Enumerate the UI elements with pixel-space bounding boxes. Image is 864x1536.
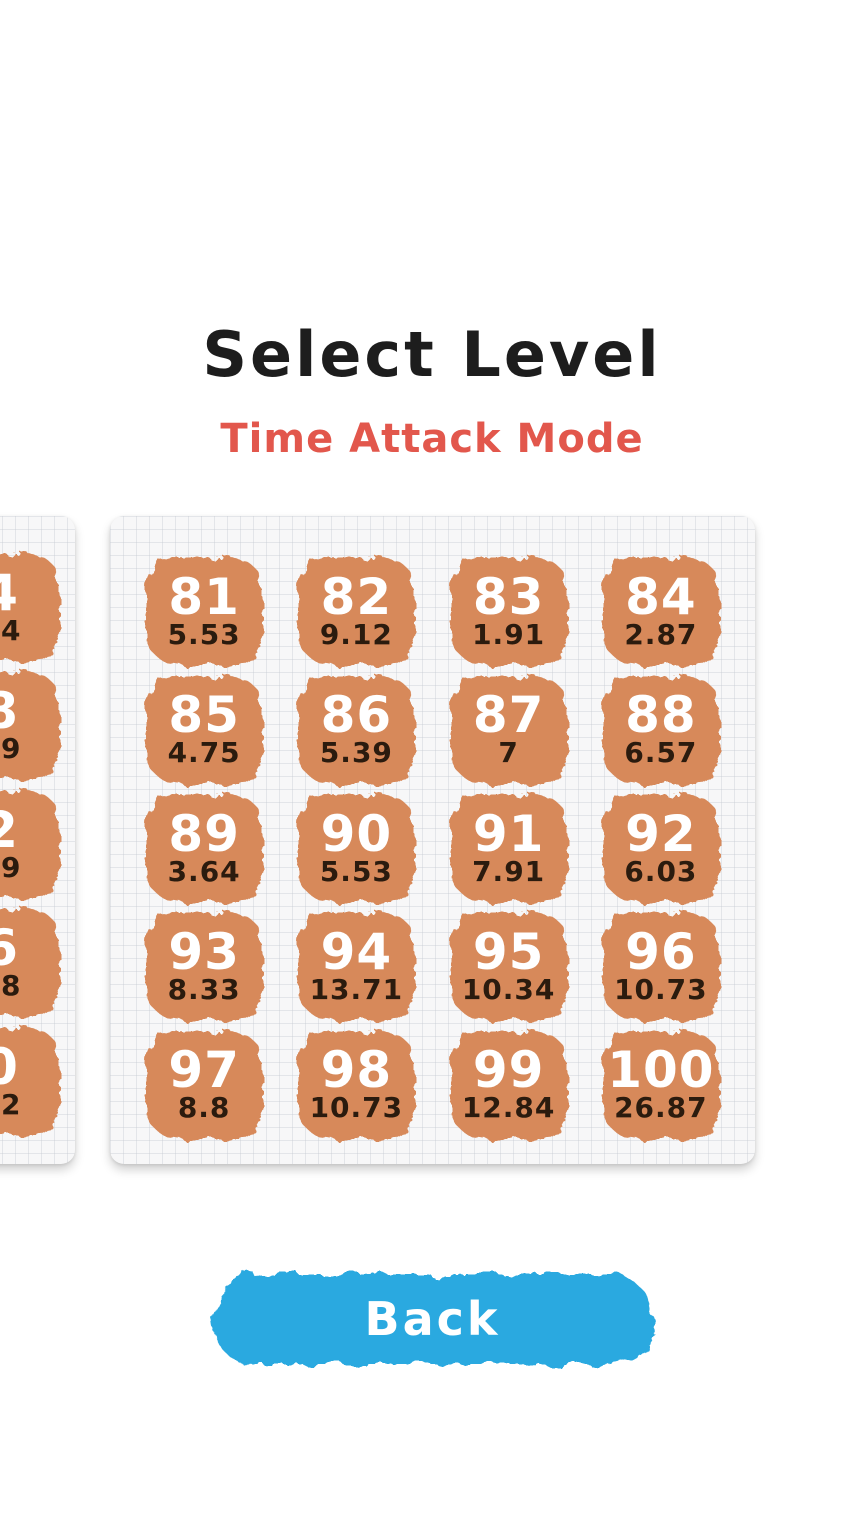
level-number: 87	[472, 686, 545, 745]
level-number: 2	[0, 800, 19, 859]
level-button[interactable]: 95 10.34	[450, 911, 568, 1021]
level-best-time: 5.39	[319, 736, 393, 770]
level-number: 82	[320, 567, 393, 626]
level-best-time: 49	[0, 850, 22, 884]
level-button[interactable]: 87 7	[450, 675, 568, 785]
level-button[interactable]: 84 2.87	[602, 556, 720, 666]
level-best-time: 10.73	[309, 1091, 404, 1125]
level-best-time: 7.91	[472, 854, 546, 888]
partial-level-button[interactable]: 2 49	[0, 789, 60, 899]
level-number: 92	[625, 804, 697, 863]
level-number: 4	[0, 563, 19, 622]
level-number: 84	[625, 567, 697, 626]
level-number: 93	[168, 922, 240, 981]
level-button[interactable]: 86 5.39	[297, 675, 415, 785]
level-number: 89	[168, 804, 240, 863]
level-number: 86	[320, 686, 393, 745]
level-number: 85	[168, 686, 240, 745]
level-button[interactable]: 83 1.91	[450, 556, 568, 666]
level-best-time: 26.87	[614, 1091, 708, 1125]
partial-level-button[interactable]: 6 48	[0, 907, 60, 1017]
level-button[interactable]: 94 13.71	[297, 911, 415, 1021]
level-number: 99	[472, 1041, 545, 1100]
level-board: 81 5.53 82 9.12 83 1.91 84 2.87 85 4.75 …	[110, 516, 755, 1164]
level-button[interactable]: 81 5.53	[145, 556, 263, 666]
partial-level-button[interactable]: 4 94	[0, 552, 60, 662]
level-button[interactable]: 93 8.33	[145, 911, 263, 1021]
level-best-time: 7	[498, 736, 519, 770]
level-best-time: 5.53	[319, 854, 393, 888]
prev-page-board: 4 94 8 89 2 49 6 48 0 22	[0, 516, 75, 1164]
level-button[interactable]: 88 6.57	[602, 675, 720, 785]
level-best-time: 6.57	[624, 736, 698, 770]
level-number: 6	[0, 918, 19, 977]
level-number: 91	[472, 804, 545, 863]
level-best-time: 9.12	[319, 617, 393, 651]
level-button[interactable]: 90 5.53	[297, 793, 415, 903]
level-number: 97	[168, 1041, 240, 1100]
level-best-time: 48	[0, 968, 22, 1002]
level-number: 8	[0, 681, 19, 740]
level-number: 81	[168, 567, 240, 626]
level-button[interactable]: 98 10.73	[297, 1030, 415, 1140]
level-button[interactable]: 96 10.73	[602, 911, 720, 1021]
level-number: 90	[320, 804, 393, 863]
level-best-time: 3.64	[167, 854, 241, 888]
back-button[interactable]: Back	[210, 1270, 655, 1368]
level-button[interactable]: 89 3.64	[145, 793, 263, 903]
level-button[interactable]: 99 12.84	[450, 1030, 568, 1140]
level-best-time: 1.91	[472, 617, 546, 651]
level-button[interactable]: 97 8.8	[145, 1030, 263, 1140]
level-best-time: 89	[0, 731, 22, 765]
level-number: 95	[472, 922, 545, 981]
level-grid: 81 5.53 82 9.12 83 1.91 84 2.87 85 4.75 …	[110, 516, 755, 1164]
level-number: 88	[625, 686, 697, 745]
level-best-time: 6.03	[624, 854, 698, 888]
level-best-time: 94	[0, 613, 22, 647]
prev-page-partial-levels: 4 94 8 89 2 49 6 48 0 22	[0, 516, 75, 1164]
level-number: 0	[0, 1037, 19, 1096]
partial-level-button[interactable]: 0 22	[0, 1026, 60, 1136]
level-best-time: 22	[0, 1087, 22, 1121]
level-number: 94	[320, 922, 393, 981]
level-best-time: 2.87	[624, 617, 698, 651]
level-best-time: 13.71	[309, 972, 404, 1006]
partial-level-button[interactable]: 8 89	[0, 670, 60, 780]
level-button[interactable]: 85 4.75	[145, 675, 263, 785]
level-best-time: 10.34	[461, 972, 556, 1006]
level-best-time: 5.53	[167, 617, 241, 651]
page-title: Select Level	[202, 318, 662, 391]
back-button-label: Back	[364, 1292, 501, 1346]
page-subtitle: Time Attack Mode	[220, 416, 644, 462]
level-button[interactable]: 82 9.12	[297, 556, 415, 666]
level-number: 100	[607, 1041, 715, 1100]
level-number: 96	[625, 922, 697, 981]
level-button[interactable]: 92 6.03	[602, 793, 720, 903]
level-best-time: 4.75	[167, 736, 241, 770]
level-button[interactable]: 91 7.91	[450, 793, 568, 903]
level-number: 83	[472, 567, 545, 626]
level-number: 98	[320, 1041, 393, 1100]
level-best-time: 8.33	[167, 972, 241, 1006]
level-best-time: 12.84	[461, 1091, 556, 1125]
level-best-time: 10.73	[614, 972, 708, 1006]
level-best-time: 8.8	[177, 1091, 231, 1125]
level-button[interactable]: 100 26.87	[602, 1030, 720, 1140]
